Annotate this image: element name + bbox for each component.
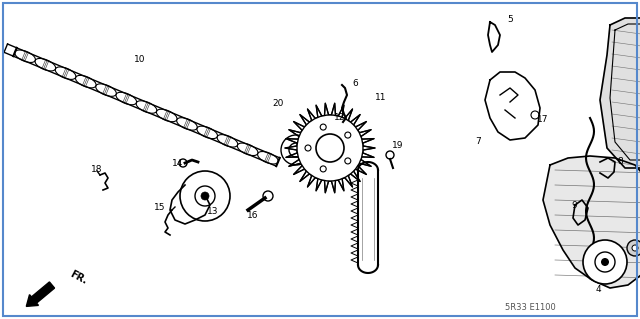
Circle shape: [263, 191, 273, 201]
Text: 16: 16: [247, 211, 259, 219]
Circle shape: [531, 111, 539, 119]
Text: 11: 11: [375, 93, 387, 101]
Circle shape: [345, 158, 351, 164]
Circle shape: [583, 240, 627, 284]
Circle shape: [595, 252, 615, 272]
Text: FR.: FR.: [68, 269, 88, 287]
Text: 12: 12: [334, 114, 346, 122]
Text: 9: 9: [571, 201, 577, 210]
Polygon shape: [285, 103, 375, 193]
Circle shape: [601, 258, 609, 266]
Text: 8: 8: [617, 158, 623, 167]
Circle shape: [632, 245, 638, 251]
Text: 20: 20: [272, 99, 284, 108]
Text: 15: 15: [154, 203, 166, 211]
Circle shape: [320, 166, 326, 172]
Circle shape: [345, 132, 351, 138]
Text: 6: 6: [352, 78, 358, 87]
Polygon shape: [600, 18, 640, 168]
Text: 5: 5: [507, 16, 513, 25]
Circle shape: [316, 134, 344, 162]
Text: 17: 17: [537, 115, 548, 124]
Circle shape: [297, 115, 363, 181]
Text: 18: 18: [92, 166, 103, 174]
Text: 5R33 E1100: 5R33 E1100: [504, 303, 556, 313]
Text: 7: 7: [475, 137, 481, 146]
Circle shape: [281, 135, 311, 165]
Text: 4: 4: [595, 286, 601, 294]
Circle shape: [195, 186, 215, 206]
Text: 14: 14: [172, 159, 184, 167]
Polygon shape: [543, 156, 640, 288]
Text: 13: 13: [207, 207, 219, 217]
Circle shape: [386, 151, 394, 159]
Circle shape: [627, 240, 640, 256]
Circle shape: [180, 171, 230, 221]
FancyArrow shape: [26, 282, 54, 307]
Circle shape: [179, 159, 187, 167]
Circle shape: [201, 192, 209, 200]
Circle shape: [320, 124, 326, 130]
Text: 19: 19: [392, 140, 404, 150]
Circle shape: [305, 145, 311, 151]
Text: 10: 10: [134, 56, 146, 64]
